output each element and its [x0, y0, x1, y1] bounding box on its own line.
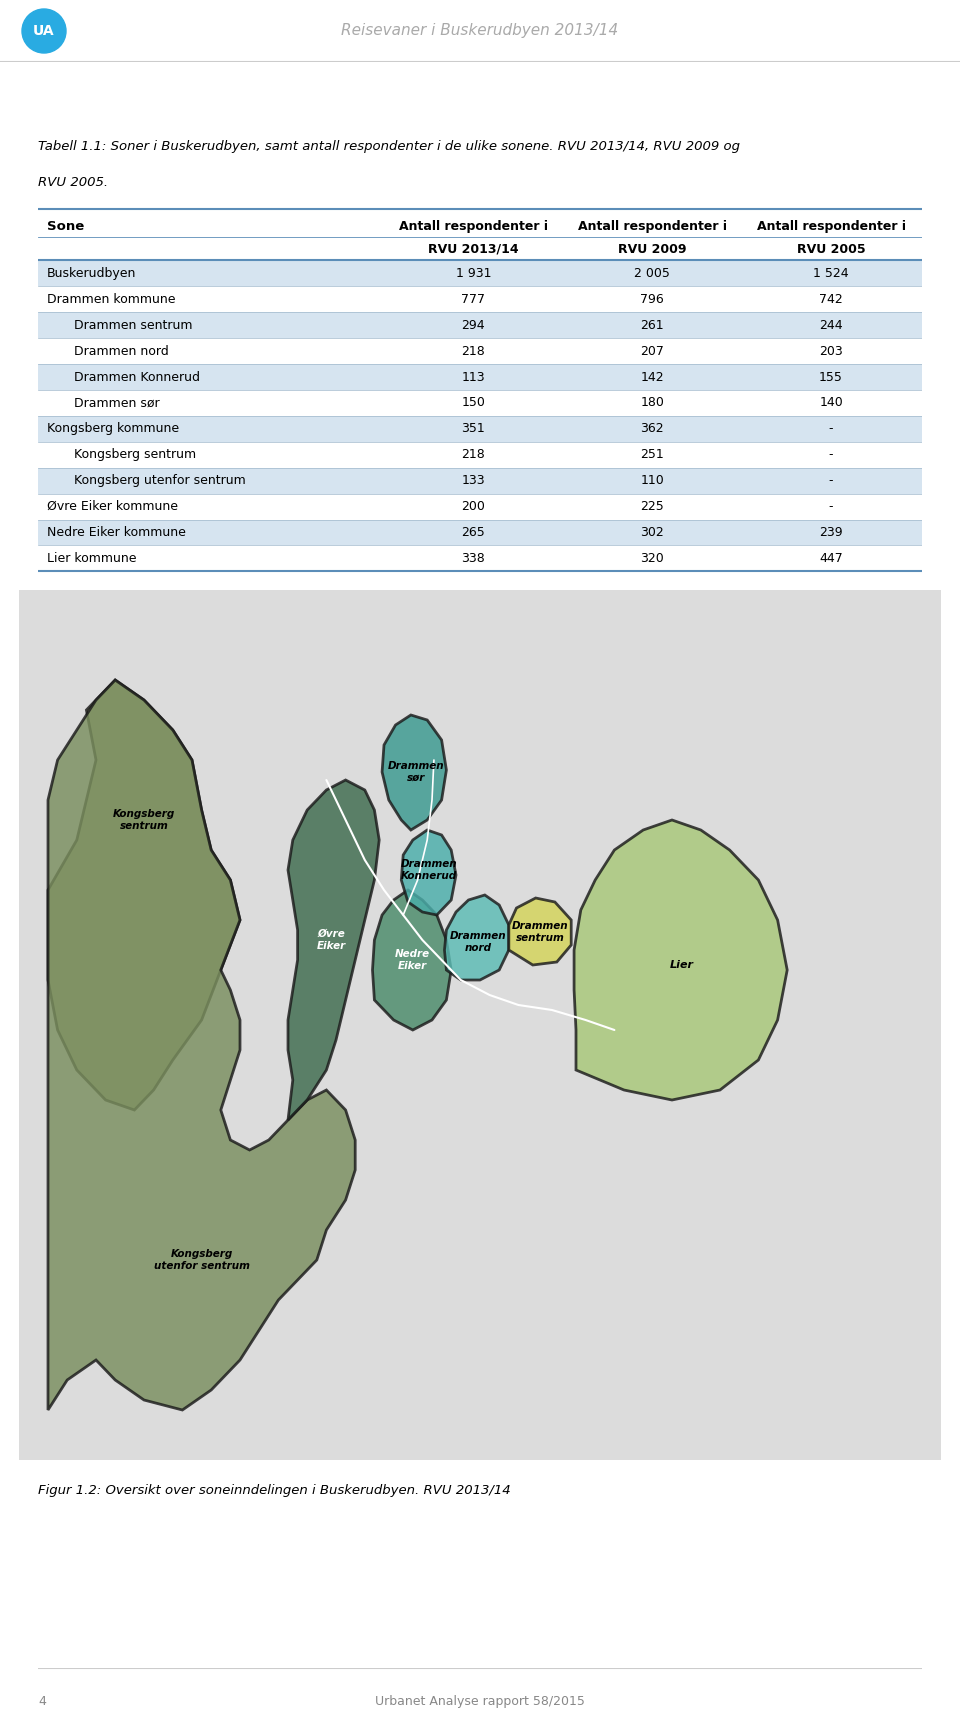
- Text: 351: 351: [462, 422, 485, 436]
- Text: Reisevaner i Buskerudbyen 2013/14: Reisevaner i Buskerudbyen 2013/14: [342, 24, 618, 38]
- Text: 150: 150: [462, 396, 486, 410]
- Polygon shape: [509, 897, 571, 964]
- Text: Drammen sør: Drammen sør: [74, 396, 159, 410]
- Text: 203: 203: [819, 345, 843, 357]
- Polygon shape: [288, 781, 379, 1121]
- Polygon shape: [382, 716, 446, 831]
- Text: 140: 140: [819, 396, 843, 410]
- Text: 320: 320: [640, 553, 664, 565]
- Text: RVU 2013/14: RVU 2013/14: [428, 242, 518, 256]
- Text: 207: 207: [640, 345, 664, 357]
- Text: 362: 362: [640, 422, 664, 436]
- Text: Buskerudbyen: Buskerudbyen: [47, 268, 136, 280]
- Text: Øvre Eiker kommune: Øvre Eiker kommune: [47, 499, 179, 513]
- Text: 742: 742: [819, 293, 843, 305]
- Polygon shape: [401, 831, 456, 915]
- Text: 251: 251: [640, 448, 664, 462]
- Text: Tabell 1.1: Soner i Buskerudbyen, samt antall respondenter i de ulike sonene. RV: Tabell 1.1: Soner i Buskerudbyen, samt a…: [38, 141, 740, 153]
- Text: Drammen nord: Drammen nord: [74, 345, 168, 357]
- Bar: [38, 338, 922, 364]
- Text: Urbanet Analyse rapport 58/2015: Urbanet Analyse rapport 58/2015: [375, 1695, 585, 1707]
- Text: 244: 244: [819, 319, 843, 331]
- Text: Drammen Konnerud: Drammen Konnerud: [74, 371, 200, 384]
- Text: Sone: Sone: [47, 220, 84, 233]
- Circle shape: [22, 9, 66, 53]
- Text: 225: 225: [640, 499, 664, 513]
- Text: 777: 777: [462, 293, 486, 305]
- Bar: [38, 494, 922, 520]
- Text: Antall respondenter i: Antall respondenter i: [578, 220, 727, 233]
- Bar: [38, 390, 922, 415]
- Text: Figur 1.2: Oversikt over soneinndelingen i Buskerudbyen. RVU 2013/14: Figur 1.2: Oversikt over soneinndelingen…: [38, 1484, 511, 1496]
- Text: 338: 338: [462, 553, 485, 565]
- Text: 265: 265: [462, 527, 485, 539]
- Text: 796: 796: [640, 293, 664, 305]
- Text: 261: 261: [640, 319, 664, 331]
- Polygon shape: [574, 820, 787, 1100]
- Text: 180: 180: [640, 396, 664, 410]
- Text: 142: 142: [640, 371, 664, 384]
- Text: Drammen sentrum: Drammen sentrum: [74, 319, 192, 331]
- Polygon shape: [372, 891, 451, 1030]
- Text: Kongsberg
sentrum: Kongsberg sentrum: [113, 810, 175, 831]
- Text: UA: UA: [34, 24, 55, 38]
- Text: Nedre Eiker kommune: Nedre Eiker kommune: [47, 527, 186, 539]
- Text: Kongsberg kommune: Kongsberg kommune: [47, 422, 180, 436]
- Polygon shape: [444, 896, 509, 980]
- Bar: [38, 415, 922, 441]
- Text: -: -: [828, 448, 833, 462]
- Bar: [38, 441, 922, 468]
- Text: 155: 155: [819, 371, 843, 384]
- Bar: [38, 287, 922, 312]
- Text: Antall respondenter i: Antall respondenter i: [398, 220, 548, 233]
- Bar: [38, 312, 922, 338]
- Bar: [38, 261, 922, 287]
- Text: 1 931: 1 931: [456, 268, 492, 280]
- Text: RVU 2005.: RVU 2005.: [38, 177, 108, 189]
- Text: Kongsberg sentrum: Kongsberg sentrum: [74, 448, 196, 462]
- Text: Lier: Lier: [669, 959, 693, 970]
- Text: 4: 4: [38, 1695, 46, 1707]
- Text: 218: 218: [462, 448, 485, 462]
- Text: 110: 110: [640, 474, 664, 487]
- Text: RVU 2005: RVU 2005: [797, 242, 865, 256]
- Polygon shape: [48, 680, 240, 1110]
- Text: 239: 239: [819, 527, 843, 539]
- Text: 302: 302: [640, 527, 664, 539]
- Text: Drammen
sentrum: Drammen sentrum: [513, 921, 568, 942]
- Text: Drammen
sør: Drammen sør: [388, 762, 444, 782]
- Text: Kongsberg
utenfor sentrum: Kongsberg utenfor sentrum: [154, 1249, 250, 1272]
- Text: Øvre
Eiker: Øvre Eiker: [317, 928, 346, 951]
- Bar: [38, 520, 922, 546]
- Text: -: -: [828, 422, 833, 436]
- Text: 447: 447: [819, 553, 843, 565]
- Text: Drammen kommune: Drammen kommune: [47, 293, 176, 305]
- Text: -: -: [828, 499, 833, 513]
- Text: 113: 113: [462, 371, 485, 384]
- Text: 2 005: 2 005: [635, 268, 670, 280]
- Text: 218: 218: [462, 345, 485, 357]
- Text: 133: 133: [462, 474, 485, 487]
- Text: Lier kommune: Lier kommune: [47, 553, 136, 565]
- Text: 200: 200: [462, 499, 486, 513]
- Text: Kongsberg utenfor sentrum: Kongsberg utenfor sentrum: [74, 474, 246, 487]
- Text: RVU 2009: RVU 2009: [618, 242, 686, 256]
- Bar: [38, 468, 922, 494]
- Text: 1 524: 1 524: [813, 268, 849, 280]
- Text: Nedre
Eiker: Nedre Eiker: [396, 949, 430, 971]
- Bar: [38, 364, 922, 390]
- Text: 294: 294: [462, 319, 485, 331]
- Polygon shape: [48, 680, 355, 1411]
- Text: Drammen
Konnerud: Drammen Konnerud: [401, 860, 457, 880]
- Text: -: -: [828, 474, 833, 487]
- Text: Drammen
nord: Drammen nord: [450, 932, 506, 952]
- Bar: [38, 546, 922, 571]
- Text: Antall respondenter i: Antall respondenter i: [756, 220, 905, 233]
